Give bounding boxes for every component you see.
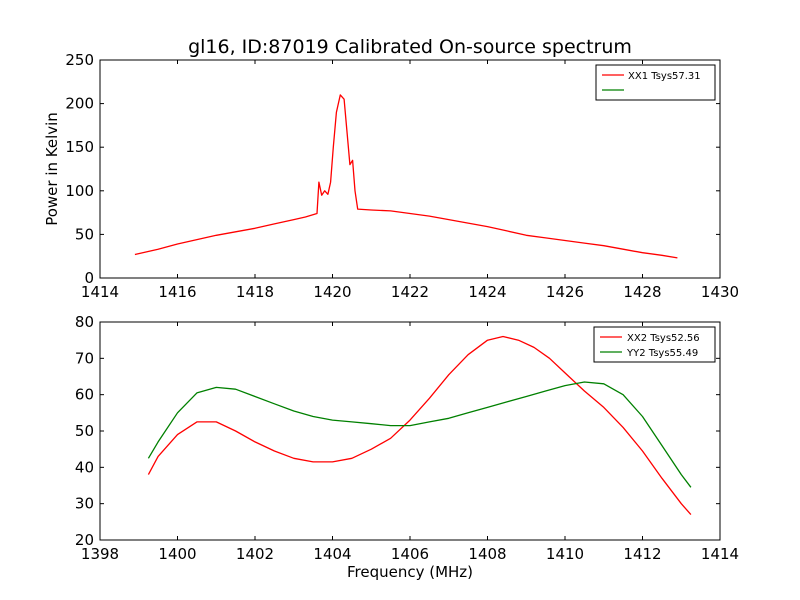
bottom-series-lines (147, 335, 692, 516)
bottom-x-tick-label: 1400 (158, 545, 196, 563)
bottom-legend-label-yy2: YY2 Tsys55.49 (626, 348, 698, 359)
top-series-lines (134, 94, 678, 259)
bottom-y-tick-label: 60 (75, 386, 94, 404)
top-y-tick-label: 250 (65, 51, 94, 69)
top-x-tick-label: 1428 (623, 283, 661, 301)
top-plot-frame (99, 59, 721, 279)
bottom-series-line-1 (147, 335, 692, 516)
top-y-tick-label: 50 (75, 225, 94, 243)
top-x-tick-label: 1424 (468, 283, 506, 301)
bottom-x-tick-label: 1404 (313, 545, 351, 563)
top-legend-label-xx1: XX1 Tsys57.31 (628, 71, 701, 82)
bottom-y-tick-label: 50 (75, 422, 94, 440)
top-plot: 1414 1416 1418 1420 1422 1424 1426 1428 1430 0 50… (43, 51, 739, 301)
top-x-tick-label: 1430 (701, 283, 739, 301)
bottom-x-tick-label: 1398 (81, 545, 119, 563)
top-y-tick-label: 150 (65, 138, 94, 156)
top-x-tick-label: 1426 (546, 283, 584, 301)
top-legend: XX1 Tsys57.31 (595, 64, 716, 101)
top-y-tick-label: 100 (65, 182, 94, 200)
bottom-legend-label-xx2: XX2 Tsys52.56 (627, 333, 700, 344)
bottom-legend-box (593, 326, 716, 363)
bottom-x-ticks: 1398 1400 1402 1404 1406 1408 1410 1412 1414 (81, 322, 739, 563)
top-x-tick-label: 1414 (81, 283, 119, 301)
bottom-y-tick-label: 30 (75, 495, 94, 513)
bottom-x-axis-label: Frequency (MHz) (347, 563, 473, 581)
bottom-plot: 1398 1400 1402 1404 1406 1408 1410 1412 1414 20 3… (75, 313, 739, 581)
bottom-x-tick-label: 1408 (468, 545, 506, 563)
bottom-x-tick-label: 1410 (546, 545, 584, 563)
bottom-plot-frame (99, 321, 721, 541)
top-x-tick-label: 1416 (158, 283, 196, 301)
top-series-line-1 (134, 94, 678, 259)
top-y-axis-label: Power in Kelvin (43, 112, 61, 226)
top-y-tick-label: 200 (65, 95, 94, 113)
bottom-series-line-2 (147, 381, 692, 488)
bottom-y-ticks: 20 30 40 50 60 70 80 (75, 313, 720, 549)
bottom-x-tick-label: 1412 (623, 545, 661, 563)
top-x-tick-label: 1422 (391, 283, 429, 301)
top-x-tick-label: 1420 (313, 283, 351, 301)
bottom-y-tick-label: 40 (75, 458, 94, 476)
bottom-x-tick-label: 1402 (236, 545, 274, 563)
top-x-tick-label: 1418 (236, 283, 274, 301)
bottom-y-tick-label: 80 (75, 313, 94, 331)
bottom-y-tick-label: 20 (75, 531, 94, 549)
top-y-tick-label: 0 (84, 269, 94, 287)
bottom-y-tick-label: 70 (75, 349, 94, 367)
top-y-ticks: 0 50 100 150 200 250 (65, 51, 720, 287)
bottom-x-tick-label: 1414 (701, 545, 739, 563)
chart-title: gl16, ID:87019 Calibrated On-source spec… (188, 36, 632, 58)
bottom-legend: XX2 Tsys52.56 YY2 Tsys55.49 (593, 326, 716, 363)
top-x-ticks: 1414 1416 1418 1420 1422 1424 1426 1428 1430 (81, 60, 739, 301)
bottom-x-tick-label: 1406 (391, 545, 429, 563)
top-legend-box (595, 64, 716, 101)
